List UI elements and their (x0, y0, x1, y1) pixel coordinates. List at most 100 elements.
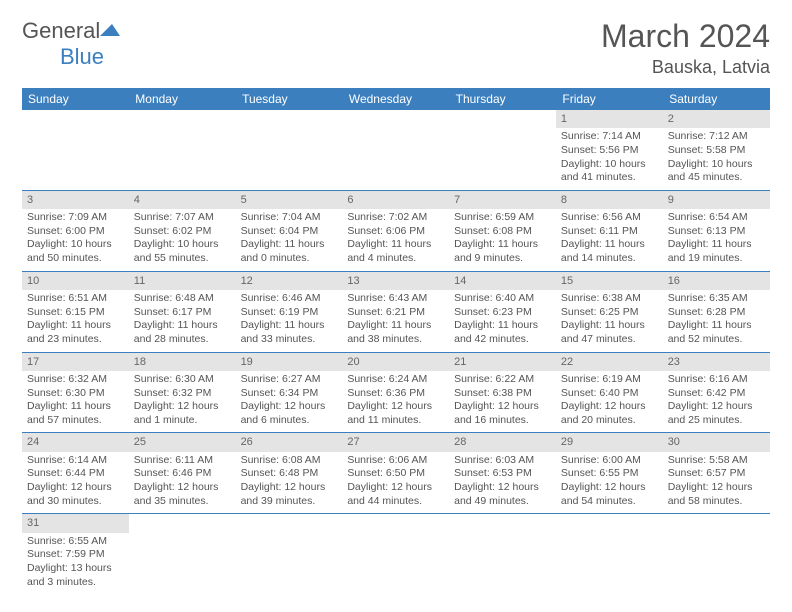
day-detail-line: Sunset: 6:30 PM (27, 387, 124, 401)
day-detail-line: and 54 minutes. (561, 495, 658, 509)
day-number: 20 (342, 353, 449, 371)
day-number: 9 (663, 191, 770, 209)
weekday-header-row: SundayMondayTuesdayWednesdayThursdayFrid… (22, 88, 770, 110)
day-detail-line: Daylight: 12 hours (241, 400, 338, 414)
day-number: 12 (236, 272, 343, 290)
day-detail-line: Sunset: 6:46 PM (134, 467, 231, 481)
day-number: 28 (449, 433, 556, 451)
day-detail-line: Sunset: 6:17 PM (134, 306, 231, 320)
day-detail-line: and 42 minutes. (454, 333, 551, 347)
day-detail-line: Daylight: 11 hours (668, 238, 765, 252)
day-number: 25 (129, 433, 236, 451)
day-detail-line: Daylight: 10 hours (27, 238, 124, 252)
day-detail-line: Daylight: 12 hours (134, 481, 231, 495)
day-detail-line: Daylight: 10 hours (134, 238, 231, 252)
page-title: March 2024 (601, 18, 770, 55)
day-detail-line: Sunset: 6:13 PM (668, 225, 765, 239)
calendar-empty-cell (449, 110, 556, 190)
day-detail-line: Daylight: 10 hours (668, 158, 765, 172)
day-detail-line: and 55 minutes. (134, 252, 231, 266)
day-detail-line: Sunrise: 7:14 AM (561, 130, 658, 144)
day-detail-line: and 4 minutes. (347, 252, 444, 266)
day-number: 15 (556, 272, 663, 290)
logo-text: General Blue (22, 18, 126, 70)
day-detail-line: Sunrise: 6:30 AM (134, 373, 231, 387)
day-detail-line: and 58 minutes. (668, 495, 765, 509)
logo-text-2: Blue (60, 44, 104, 69)
day-detail-line: Daylight: 11 hours (27, 319, 124, 333)
day-detail-line: Sunrise: 6:48 AM (134, 292, 231, 306)
day-detail-line: Sunset: 6:32 PM (134, 387, 231, 401)
calendar-day-cell: 21Sunrise: 6:22 AMSunset: 6:38 PMDayligh… (449, 352, 556, 433)
day-detail-line: and 11 minutes. (347, 414, 444, 428)
day-detail-line: Sunset: 7:59 PM (27, 548, 124, 562)
day-detail-line: Sunset: 6:28 PM (668, 306, 765, 320)
day-detail-line: Sunrise: 6:51 AM (27, 292, 124, 306)
day-number: 24 (22, 433, 129, 451)
weekday-header: Thursday (449, 88, 556, 110)
day-number: 3 (22, 191, 129, 209)
day-detail-line: Sunset: 6:21 PM (347, 306, 444, 320)
day-detail-line: and 28 minutes. (134, 333, 231, 347)
calendar-day-cell: 24Sunrise: 6:14 AMSunset: 6:44 PMDayligh… (22, 433, 129, 514)
day-detail-line: Sunset: 6:57 PM (668, 467, 765, 481)
day-detail-line: Sunset: 6:25 PM (561, 306, 658, 320)
day-detail-line: Daylight: 11 hours (454, 238, 551, 252)
day-number: 30 (663, 433, 770, 451)
day-detail-line: Sunrise: 6:38 AM (561, 292, 658, 306)
calendar-body: 1Sunrise: 7:14 AMSunset: 5:56 PMDaylight… (22, 110, 770, 594)
day-detail-line: and 57 minutes. (27, 414, 124, 428)
day-detail-line: Daylight: 11 hours (27, 400, 124, 414)
day-detail-line: Daylight: 11 hours (134, 319, 231, 333)
location-label: Bauska, Latvia (601, 57, 770, 78)
day-detail-line: Sunset: 6:38 PM (454, 387, 551, 401)
day-detail-line: Sunset: 6:06 PM (347, 225, 444, 239)
day-number: 29 (556, 433, 663, 451)
day-detail-line: Sunrise: 6:46 AM (241, 292, 338, 306)
calendar-day-cell: 17Sunrise: 6:32 AMSunset: 6:30 PMDayligh… (22, 352, 129, 433)
day-detail-line: Daylight: 11 hours (561, 238, 658, 252)
calendar-day-cell: 23Sunrise: 6:16 AMSunset: 6:42 PMDayligh… (663, 352, 770, 433)
day-detail-line: Sunrise: 7:07 AM (134, 211, 231, 225)
calendar-day-cell: 31Sunrise: 6:55 AMSunset: 7:59 PMDayligh… (22, 514, 129, 594)
day-detail-line: Sunrise: 7:02 AM (347, 211, 444, 225)
day-detail-line: Sunrise: 6:27 AM (241, 373, 338, 387)
day-detail-line: Sunrise: 6:19 AM (561, 373, 658, 387)
calendar-empty-cell (236, 110, 343, 190)
day-detail-line: and 16 minutes. (454, 414, 551, 428)
calendar-empty-cell (129, 514, 236, 594)
day-detail-line: Sunrise: 6:14 AM (27, 454, 124, 468)
header: General Blue March 2024 Bauska, Latvia (22, 18, 770, 78)
day-detail-line: Sunrise: 5:58 AM (668, 454, 765, 468)
day-number: 27 (342, 433, 449, 451)
calendar-week-row: 3Sunrise: 7:09 AMSunset: 6:00 PMDaylight… (22, 190, 770, 271)
day-detail-line: Sunset: 6:15 PM (27, 306, 124, 320)
day-detail-line: and 1 minute. (134, 414, 231, 428)
weekday-header: Sunday (22, 88, 129, 110)
calendar-week-row: 24Sunrise: 6:14 AMSunset: 6:44 PMDayligh… (22, 433, 770, 514)
day-detail-line: Sunrise: 6:54 AM (668, 211, 765, 225)
calendar-empty-cell (342, 514, 449, 594)
logo-text-1: General (22, 18, 100, 43)
day-detail-line: and 20 minutes. (561, 414, 658, 428)
day-detail-line: Daylight: 12 hours (561, 400, 658, 414)
calendar-day-cell: 10Sunrise: 6:51 AMSunset: 6:15 PMDayligh… (22, 271, 129, 352)
day-number: 19 (236, 353, 343, 371)
day-detail-line: Sunrise: 7:12 AM (668, 130, 765, 144)
day-number: 7 (449, 191, 556, 209)
day-number: 14 (449, 272, 556, 290)
day-number: 18 (129, 353, 236, 371)
calendar-day-cell: 22Sunrise: 6:19 AMSunset: 6:40 PMDayligh… (556, 352, 663, 433)
calendar-day-cell: 8Sunrise: 6:56 AMSunset: 6:11 PMDaylight… (556, 190, 663, 271)
day-detail-line: Sunrise: 6:08 AM (241, 454, 338, 468)
day-detail-line: and 50 minutes. (27, 252, 124, 266)
calendar-day-cell: 9 Sunrise: 6:54 AMSunset: 6:13 PMDaylight… (663, 190, 770, 271)
day-detail-line: and 47 minutes. (561, 333, 658, 347)
day-detail-line: and 45 minutes. (668, 171, 765, 185)
calendar-week-row: 31Sunrise: 6:55 AMSunset: 7:59 PMDayligh… (22, 514, 770, 594)
day-detail-line: and 23 minutes. (27, 333, 124, 347)
calendar-day-cell: 11Sunrise: 6:48 AMSunset: 6:17 PMDayligh… (129, 271, 236, 352)
calendar-empty-cell (663, 514, 770, 594)
day-detail-line: Daylight: 12 hours (27, 481, 124, 495)
day-detail-line: Sunset: 6:50 PM (347, 467, 444, 481)
